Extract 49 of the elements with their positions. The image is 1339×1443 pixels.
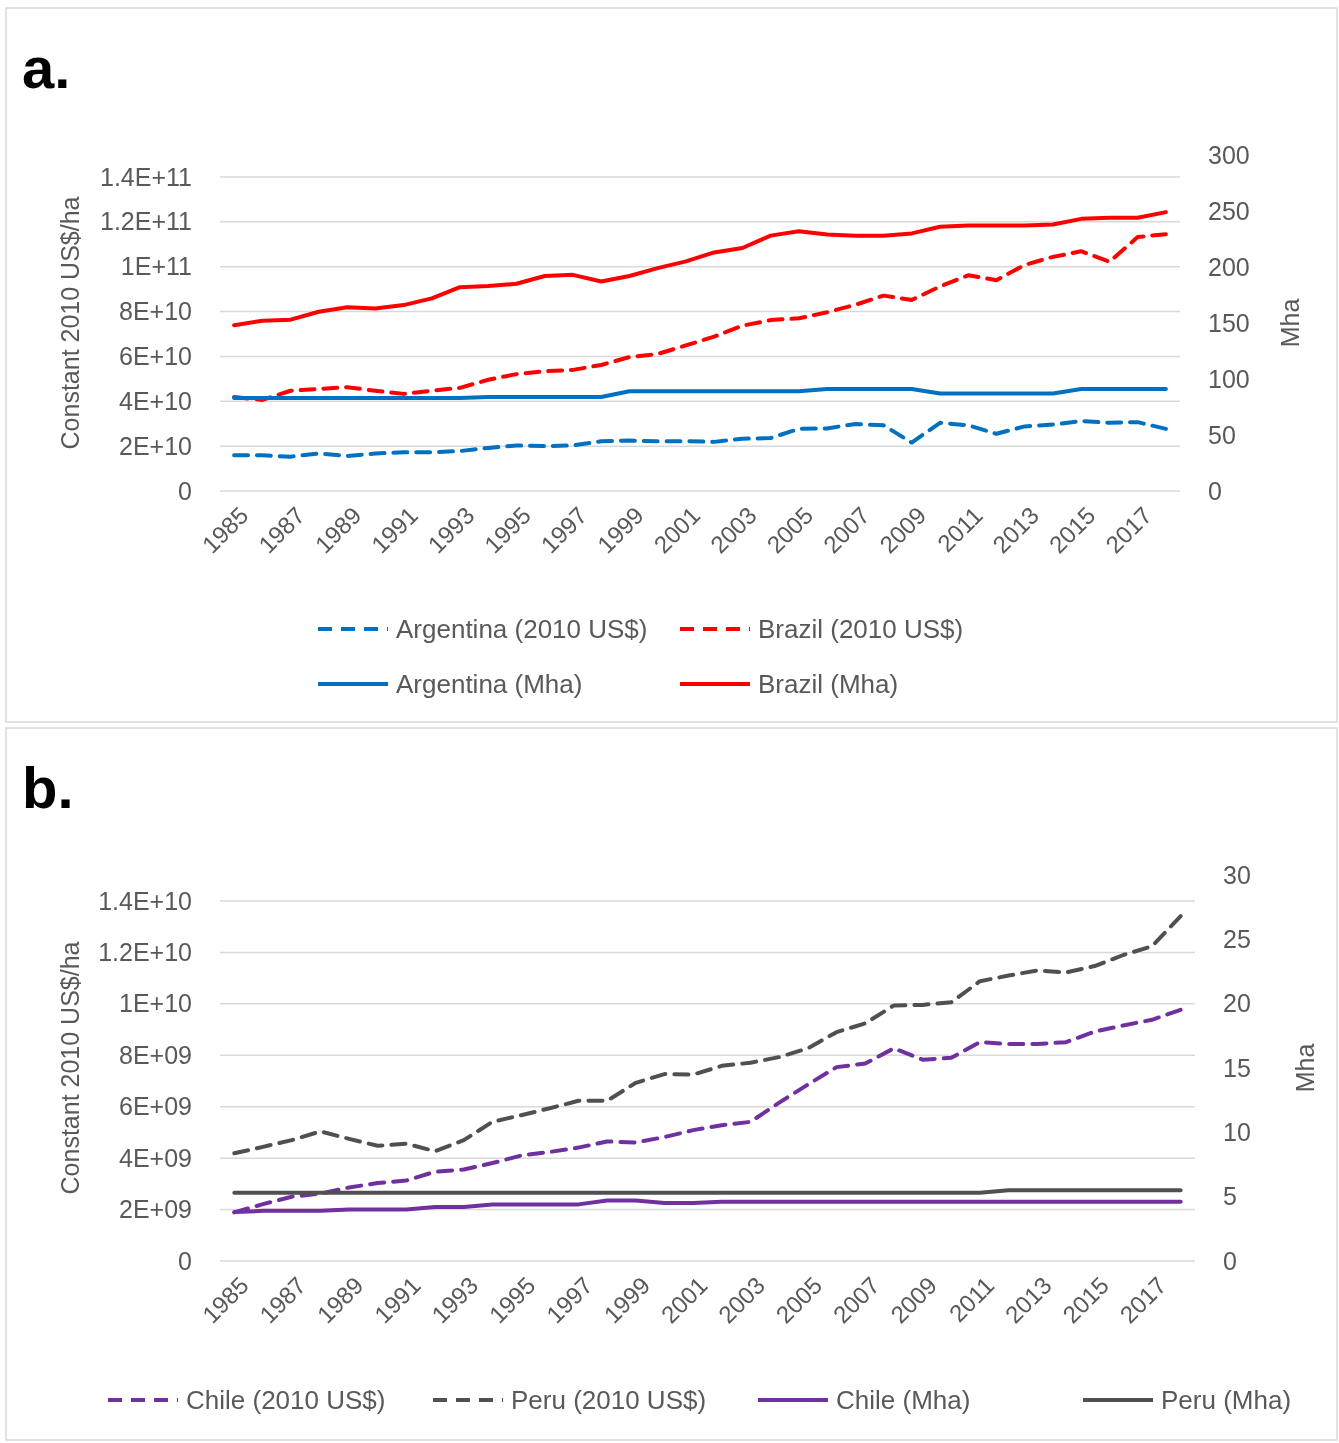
y-tick-label: 8E+10 bbox=[119, 297, 192, 326]
line-series bbox=[232, 387, 1168, 401]
legend-label: Chile (Mha) bbox=[836, 1385, 971, 1416]
y-tick-label: 6E+10 bbox=[119, 341, 192, 370]
y2-tick-label: 25 bbox=[1223, 924, 1251, 953]
y-tick-label: 1.2E+10 bbox=[98, 937, 192, 966]
y-tick-label: 1.2E+11 bbox=[100, 207, 192, 236]
y-tick-label: 1E+11 bbox=[120, 252, 192, 281]
y2-tick-label: 0 bbox=[1223, 1246, 1237, 1275]
legend-label: Brazil (2010 US$) bbox=[758, 614, 964, 645]
legend-label: Peru (Mha) bbox=[1161, 1385, 1292, 1416]
y-axis-title: Constant 2010 US$/ha bbox=[55, 941, 84, 1195]
chart-title: a. bbox=[22, 35, 71, 100]
y2-tick-label: 5 bbox=[1223, 1182, 1237, 1211]
y2-tick-label: 10 bbox=[1223, 1117, 1251, 1146]
y2-tick-label: 200 bbox=[1208, 252, 1250, 281]
line-series bbox=[232, 419, 1168, 459]
y2-tick-label: 15 bbox=[1223, 1053, 1251, 1082]
y2-tick-label: 100 bbox=[1208, 364, 1250, 393]
line-series bbox=[232, 210, 1168, 328]
y2-tick-label: 0 bbox=[1208, 476, 1222, 505]
y-tick-label: 2E+09 bbox=[119, 1195, 192, 1224]
y2-tick-label: 50 bbox=[1208, 420, 1236, 449]
y-tick-label: 6E+09 bbox=[119, 1092, 192, 1121]
y2-axis-title: Mha bbox=[1290, 1043, 1319, 1093]
y-tick-label: 2E+10 bbox=[119, 431, 192, 460]
line-series bbox=[232, 232, 1168, 402]
legend-label: Argentina (2010 US$) bbox=[396, 614, 648, 645]
y-tick-label: 1E+10 bbox=[119, 989, 192, 1018]
y2-axis-title: Mha bbox=[1275, 298, 1304, 348]
chart-title: b. bbox=[22, 755, 74, 820]
y2-tick-label: 30 bbox=[1223, 860, 1251, 889]
y-tick-label: 0 bbox=[178, 476, 192, 505]
legend-label: Peru (2010 US$) bbox=[511, 1385, 707, 1416]
y-tick-label: 0 bbox=[178, 1246, 192, 1275]
legend-label: Chile (2010 US$) bbox=[186, 1385, 386, 1416]
y2-tick-label: 20 bbox=[1223, 989, 1251, 1018]
y-tick-label: 8E+09 bbox=[119, 1040, 192, 1069]
y-tick-label: 1.4E+11 bbox=[100, 162, 192, 191]
y-axis-title: Constant 2010 US$/ha bbox=[55, 196, 84, 450]
y-tick-label: 4E+09 bbox=[119, 1143, 192, 1172]
y2-tick-label: 300 bbox=[1208, 140, 1250, 169]
legend-label: Argentina (Mha) bbox=[396, 669, 583, 700]
line-series bbox=[232, 914, 1183, 1156]
y2-tick-label: 250 bbox=[1208, 196, 1250, 225]
y2-tick-label: 150 bbox=[1208, 308, 1250, 337]
legend-label: Brazil (Mha) bbox=[758, 669, 899, 700]
y-tick-label: 1.4E+10 bbox=[98, 886, 192, 915]
y-tick-label: 4E+10 bbox=[119, 386, 192, 415]
